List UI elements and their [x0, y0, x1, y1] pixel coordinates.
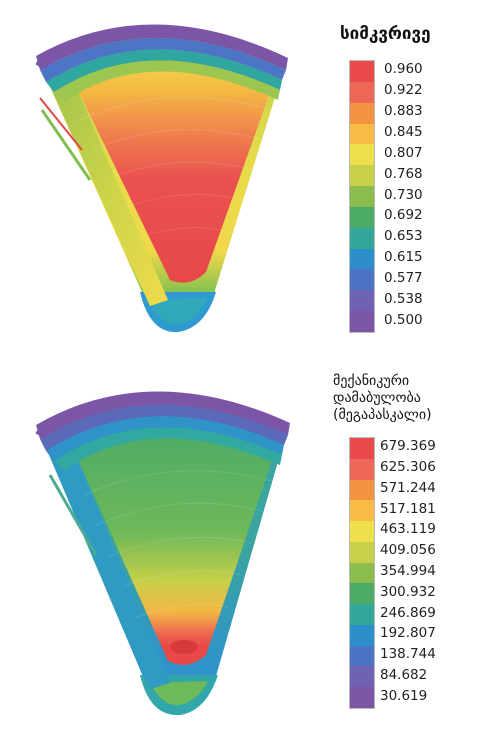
colorbar-tick-label: 463.119	[380, 521, 436, 538]
colorbar-swatch	[350, 541, 374, 563]
colorbar-swatch	[350, 206, 374, 228]
colorbar-swatch	[350, 624, 374, 646]
legend-title-stress: მექანიკური დამაბულობა (მეგაპასკალი)	[333, 373, 483, 423]
colorbar-tick-label: 84.682	[380, 666, 428, 683]
legend-title-density: სიმკვრივე	[340, 24, 431, 44]
colorbar-swatch	[350, 227, 374, 249]
colorbar-swatch	[350, 61, 374, 82]
density-cone-figure	[35, 24, 288, 333]
colorbar-tick-label: 517.181	[380, 500, 436, 517]
colorbar-tick-label: 0.538	[384, 290, 423, 307]
colorbar-swatch	[350, 687, 374, 709]
colorbar-tick-label: 0.653	[384, 228, 423, 245]
colorbar-swatch	[350, 102, 374, 124]
colorbar-tick-label: 0.768	[384, 165, 423, 182]
colorbar-tick-label: 625.306	[380, 459, 436, 476]
colorbar-tick-label: 679.369	[380, 438, 436, 455]
stress-hotspot	[170, 640, 198, 654]
colorbar-swatch	[350, 583, 374, 605]
stress-cone-figure	[35, 391, 290, 716]
colorbar-tick-label: 0.922	[384, 82, 423, 99]
colorbar-swatch	[350, 81, 374, 103]
colorbar-tick-label: 571.244	[380, 479, 436, 496]
colorbar-tick-label: 0.807	[384, 144, 423, 161]
colorbar-swatch	[350, 604, 374, 626]
colorbar-swatch	[350, 186, 374, 208]
cone-cut-face	[38, 60, 168, 306]
colorbar-swatch	[350, 500, 374, 522]
colorbar-tick-label: 30.619	[380, 687, 428, 704]
colorbar-tick-label: 0.845	[384, 123, 423, 140]
colorbar-tick-label: 300.932	[380, 583, 436, 600]
colorbar-tick-label: 0.730	[384, 186, 423, 203]
colorbar-swatch	[350, 562, 374, 584]
colorbar-swatch	[350, 290, 374, 312]
colorbar-tick-label: 138.744	[380, 646, 436, 663]
cone-inner-surface	[74, 424, 280, 665]
colorbar-swatch	[350, 479, 374, 501]
colorbar-tick-label: 0.692	[384, 207, 423, 224]
colorbar-tick-label: 409.056	[380, 542, 436, 559]
colorbar-swatch	[350, 645, 374, 667]
colorbar-swatch	[350, 311, 374, 333]
colorbar-tick-label: 246.869	[380, 604, 436, 621]
colorbar-swatch	[350, 521, 374, 543]
legend-title-line: დამაბულობა	[333, 389, 421, 406]
colorbar-swatch	[350, 248, 374, 270]
colorbar-swatch	[350, 123, 374, 145]
colorbar-stress	[349, 437, 375, 709]
colorbar-tick-label: 0.883	[384, 103, 423, 120]
legend-title-line: სიმკვრივე	[340, 24, 431, 44]
legend-title-line: (მეგაპასკალი)	[333, 406, 432, 423]
colorbar-tick-label: 0.500	[384, 311, 423, 328]
cone-inner-surface	[74, 56, 278, 283]
cone-rim	[36, 24, 288, 70]
colorbar-tick-label: 354.994	[380, 563, 436, 579]
colorbar-swatch	[350, 269, 374, 291]
colorbar-swatch	[350, 438, 374, 459]
colorbar-swatch	[350, 458, 374, 480]
colorbar-tick-label: 0.615	[384, 249, 423, 266]
colorbar-swatch	[350, 666, 374, 688]
colorbar-tick-label: 0.960	[384, 61, 423, 78]
colorbar-tick-label: 192.807	[380, 625, 436, 642]
legend-title-line: მექანიკური	[333, 373, 410, 389]
colorbar-swatch	[350, 144, 374, 166]
colorbar-swatch	[350, 165, 374, 187]
cone-cut-face	[38, 429, 170, 689]
cone-rim	[36, 391, 290, 439]
colorbar-density	[349, 60, 375, 333]
colorbar-tick-label: 0.577	[384, 269, 423, 286]
